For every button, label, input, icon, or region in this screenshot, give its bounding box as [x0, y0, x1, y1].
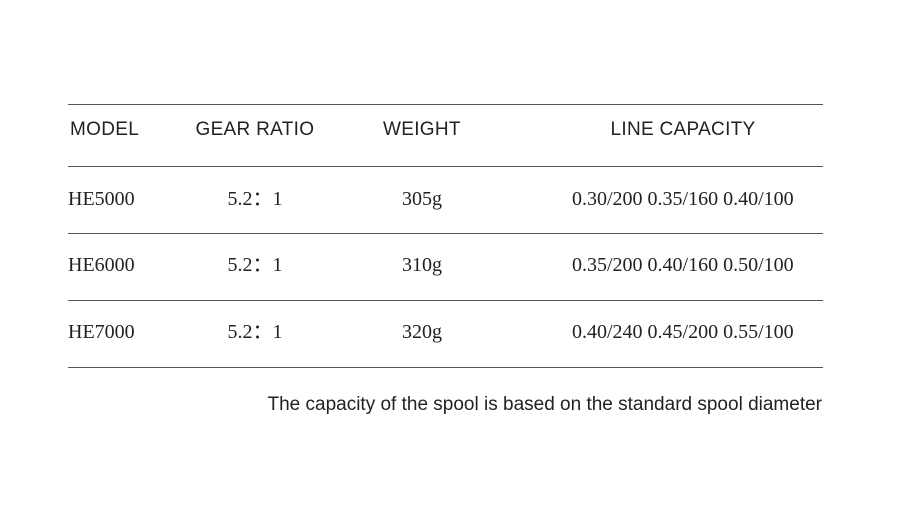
footnote: The capacity of the spool is based on th…	[267, 394, 822, 415]
rule	[68, 166, 823, 167]
table-cell: 310g	[402, 254, 442, 276]
rule	[68, 367, 823, 368]
table-cell: 5.2：1	[227, 254, 283, 276]
table-cell: 5.2：1	[227, 188, 283, 210]
header-cell: WEIGHT	[383, 119, 461, 140]
rule	[68, 104, 823, 105]
table-cell: 320g	[402, 321, 442, 343]
table-cell: HE6000	[68, 254, 135, 276]
rule	[68, 300, 823, 301]
header-cell: GEAR RATIO	[195, 119, 315, 140]
table-cell: 5.2：1	[227, 321, 283, 343]
table-cell: HE7000	[68, 321, 135, 343]
table-cell: HE5000	[68, 188, 135, 210]
table-cell: 0.30/200 0.35/160 0.40/100	[572, 188, 794, 210]
header-cell: LINE CAPACITY	[610, 119, 756, 140]
rule	[68, 233, 823, 234]
header-cell: MODEL	[70, 119, 140, 140]
table-cell: 0.40/240 0.45/200 0.55/100	[572, 321, 794, 343]
table-cell: 0.35/200 0.40/160 0.50/100	[572, 254, 794, 276]
table-cell: 305g	[402, 188, 442, 210]
